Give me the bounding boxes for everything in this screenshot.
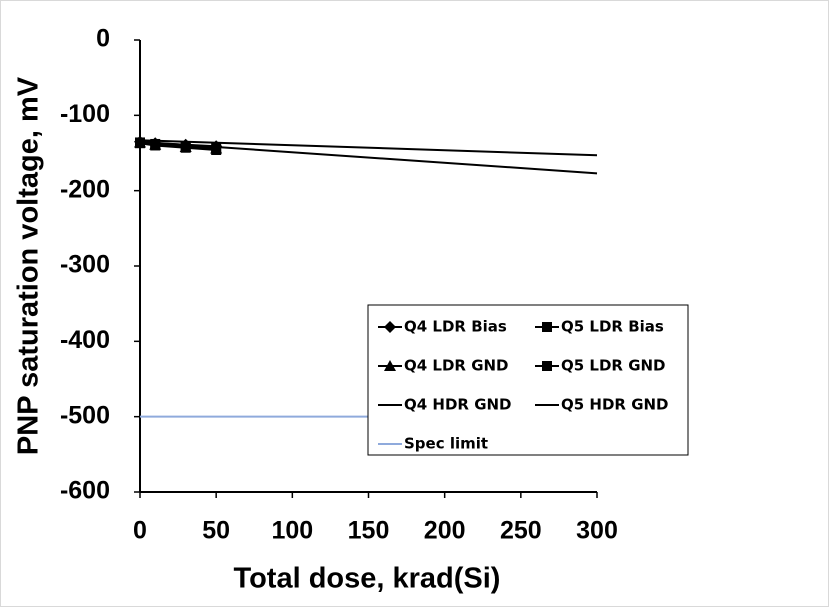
y-tick-label: -200 <box>60 175 110 203</box>
x-tick-label: 250 <box>500 517 542 545</box>
data-point <box>135 138 145 149</box>
legend-label: Q5 LDR GND <box>561 357 666 375</box>
legend-label: Q4 LDR Bias <box>404 318 507 336</box>
x-tick-label: 300 <box>576 517 618 545</box>
y-tick-label: 0 <box>96 25 110 53</box>
legend-label: Q4 HDR GND <box>404 396 512 414</box>
legend-label: Q5 HDR GND <box>561 396 669 414</box>
y-tick-label: -100 <box>60 100 110 128</box>
y-tick-label: -600 <box>60 477 110 505</box>
legend-marker <box>542 361 552 371</box>
data-point <box>150 140 161 151</box>
data-point <box>180 142 191 153</box>
y-tick-label: -400 <box>60 326 110 354</box>
x-tick-label: 150 <box>348 517 390 545</box>
y-tick-label: -500 <box>60 401 110 429</box>
series-line <box>139 142 217 151</box>
x-tick-label: 0 <box>133 517 147 545</box>
legend-marker <box>542 322 552 332</box>
legend: Q4 LDR Bias Q5 LDR Bias Q4 LDR GND Q5 LDR G… <box>367 304 689 456</box>
series-line <box>139 139 598 157</box>
x-tick-label: 200 <box>424 517 466 545</box>
x-tick-label: 100 <box>271 517 313 545</box>
legend-marker <box>384 360 396 371</box>
legend-label: Q4 LDR GND <box>404 357 509 375</box>
legend-marker <box>384 321 396 333</box>
y-axis-title: PNP saturation voltage, mV <box>13 76 45 455</box>
x-tick-label: 50 <box>202 517 230 545</box>
y-tick-label: -300 <box>60 251 110 279</box>
series-line <box>139 140 598 175</box>
legend-box <box>367 304 689 456</box>
legend-label: Q5 LDR Bias <box>561 318 664 336</box>
x-axis-title: Total dose, krad(Si) <box>234 563 501 595</box>
legend-label: Spec limit <box>404 435 488 453</box>
data-point <box>211 144 222 155</box>
